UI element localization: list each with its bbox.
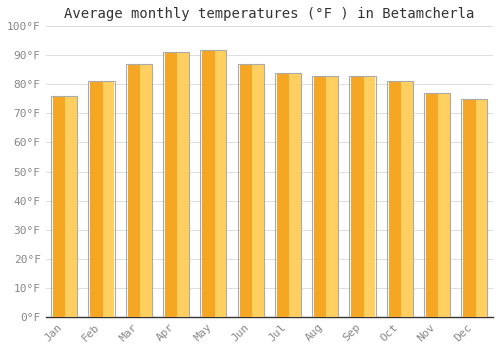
- Bar: [289, 73, 301, 317]
- Bar: [163, 52, 189, 317]
- Bar: [352, 76, 366, 317]
- Bar: [66, 96, 77, 317]
- Bar: [128, 64, 142, 317]
- Bar: [238, 64, 264, 317]
- Bar: [252, 64, 264, 317]
- Bar: [240, 64, 254, 317]
- Bar: [202, 49, 216, 317]
- Bar: [388, 82, 403, 317]
- Bar: [214, 49, 226, 317]
- Bar: [53, 96, 68, 317]
- Bar: [326, 76, 338, 317]
- Bar: [200, 49, 226, 317]
- Bar: [426, 93, 440, 317]
- Bar: [165, 52, 180, 317]
- Bar: [140, 64, 151, 317]
- Bar: [424, 93, 450, 317]
- Bar: [476, 99, 488, 317]
- Bar: [277, 73, 291, 317]
- Bar: [462, 99, 487, 317]
- Bar: [350, 76, 376, 317]
- Bar: [178, 52, 189, 317]
- Bar: [275, 73, 301, 317]
- Title: Average monthly temperatures (°F ) in Betamcherla: Average monthly temperatures (°F ) in Be…: [64, 7, 474, 21]
- Bar: [387, 82, 413, 317]
- Bar: [364, 76, 376, 317]
- Bar: [314, 76, 328, 317]
- Bar: [126, 64, 152, 317]
- Bar: [90, 82, 105, 317]
- Bar: [401, 82, 412, 317]
- Bar: [51, 96, 78, 317]
- Bar: [438, 93, 450, 317]
- Bar: [102, 82, 115, 317]
- Bar: [312, 76, 338, 317]
- Bar: [464, 99, 477, 317]
- Bar: [88, 82, 115, 317]
